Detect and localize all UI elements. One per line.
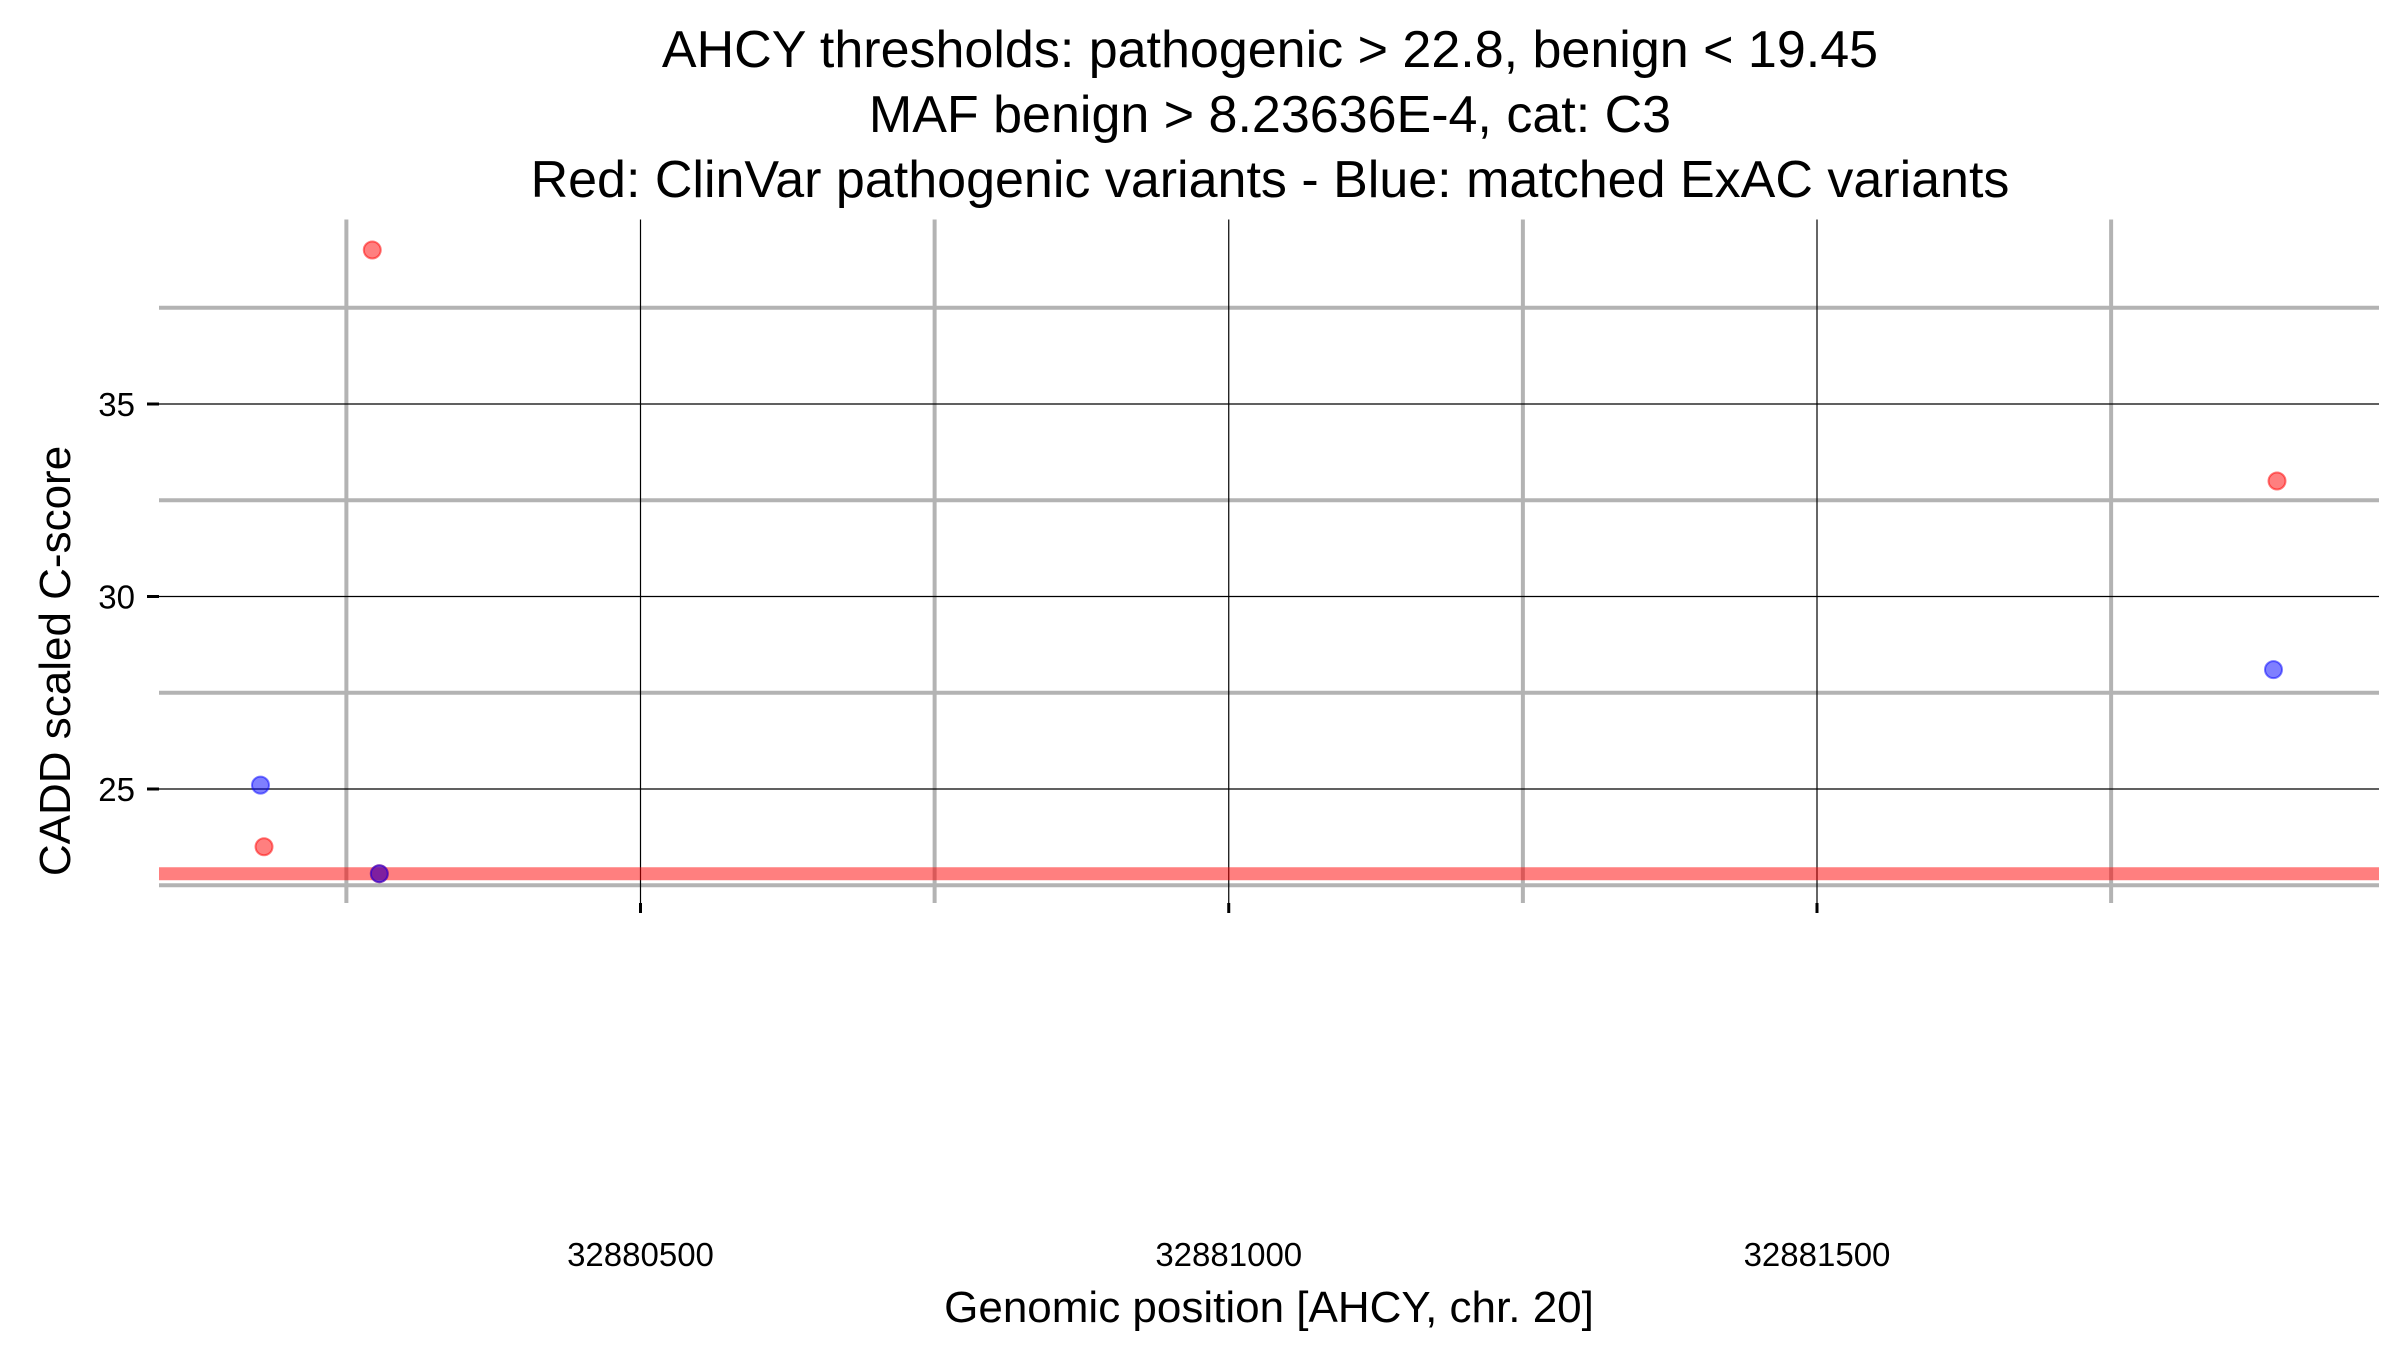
axis-ticks: 25 30 35 32880500 32881000 32881500 <box>98 386 1890 1273</box>
x-tick-label: 32880500 <box>567 1236 714 1273</box>
chart-title-line-3: Red: ClinVar pathogenic variants - Blue:… <box>531 151 2010 209</box>
clinvar-point <box>362 240 382 260</box>
clinvar-point <box>254 837 274 857</box>
y-tick-label: 35 <box>98 386 135 423</box>
x-axis-label: Genomic position [AHCY, chr. 20] <box>944 1283 1594 1332</box>
x-tick-label: 32881500 <box>1744 1236 1891 1273</box>
clinvar-point <box>2267 471 2287 491</box>
exac-point <box>369 864 389 884</box>
data-points <box>159 240 2379 884</box>
x-tick-label: 32881000 <box>1155 1236 1302 1273</box>
exac-point <box>2263 660 2283 680</box>
y-tick-label: 30 <box>98 579 135 616</box>
y-axis-label: CADD scaled C-score <box>31 446 80 876</box>
chart-title-line-1: AHCY thresholds: pathogenic > 22.8, beni… <box>662 21 1878 79</box>
exac-point <box>250 775 270 795</box>
grid <box>159 219 2379 903</box>
y-tick-label: 25 <box>98 771 135 808</box>
chart-title-line-2: MAF benign > 8.23636E-4, cat: C3 <box>869 86 1671 144</box>
